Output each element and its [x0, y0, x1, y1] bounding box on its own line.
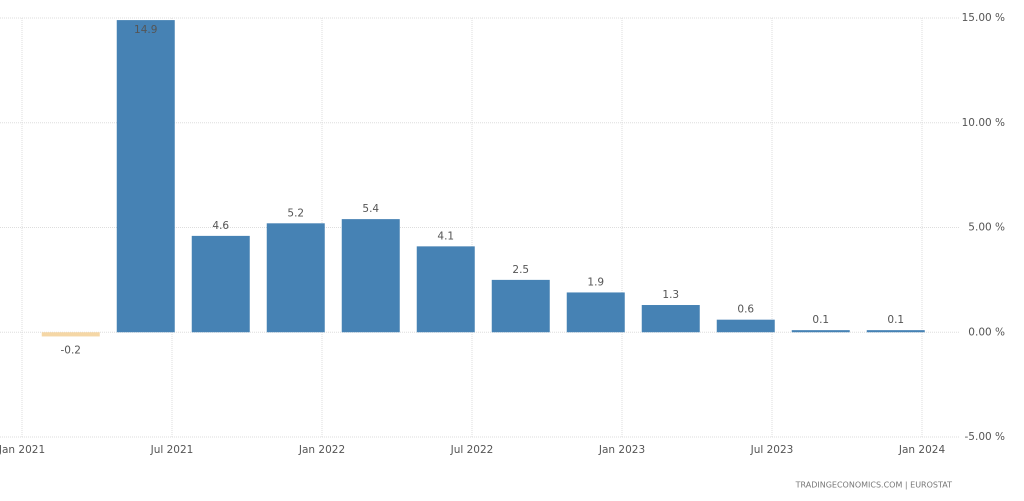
x-tick-label: Jul 2021 [150, 444, 194, 456]
value-label: 0.1 [812, 314, 829, 326]
value-label: 5.4 [362, 203, 379, 215]
source: TRADINGECONOMICS.COM | EUROSTAT [795, 481, 953, 490]
bar [341, 219, 400, 333]
bar [491, 279, 550, 333]
bar [116, 20, 175, 333]
bar [416, 246, 475, 333]
value-label: 4.1 [437, 230, 454, 242]
value-label: 0.1 [887, 314, 904, 326]
y-tick-label: 10.00 % [962, 117, 1005, 129]
bar [641, 305, 700, 333]
x-tick-label: Jan 2023 [598, 444, 645, 456]
bar [866, 330, 925, 333]
value-label: 0.6 [737, 304, 754, 316]
value-label: -0.2 [61, 344, 82, 356]
y-tick-label: 5.00 % [968, 222, 1005, 234]
bar [566, 292, 625, 333]
x-tick-label: Jan 2021 [0, 444, 45, 456]
x-tick-label: Jul 2023 [750, 444, 794, 456]
bar [791, 330, 850, 333]
value-label: 4.6 [212, 220, 229, 232]
bar [191, 235, 250, 333]
bar [41, 332, 100, 337]
value-label: 14.9 [134, 24, 157, 36]
y-tick-label: -5.00 % [965, 431, 1006, 443]
bar [266, 223, 325, 333]
value-label: 2.5 [512, 264, 529, 276]
x-tick-label: Jul 2022 [450, 444, 494, 456]
x-tick-label: Jan 2024 [898, 444, 946, 456]
x-tick-label: Jan 2022 [298, 444, 345, 456]
y-tick-label: 0.00 % [968, 326, 1005, 338]
bar [716, 319, 775, 333]
value-label: 1.9 [587, 276, 604, 288]
value-label: 5.2 [287, 207, 304, 219]
value-label: 1.3 [662, 289, 679, 301]
y-tick-label: 15.00 % [962, 12, 1005, 24]
